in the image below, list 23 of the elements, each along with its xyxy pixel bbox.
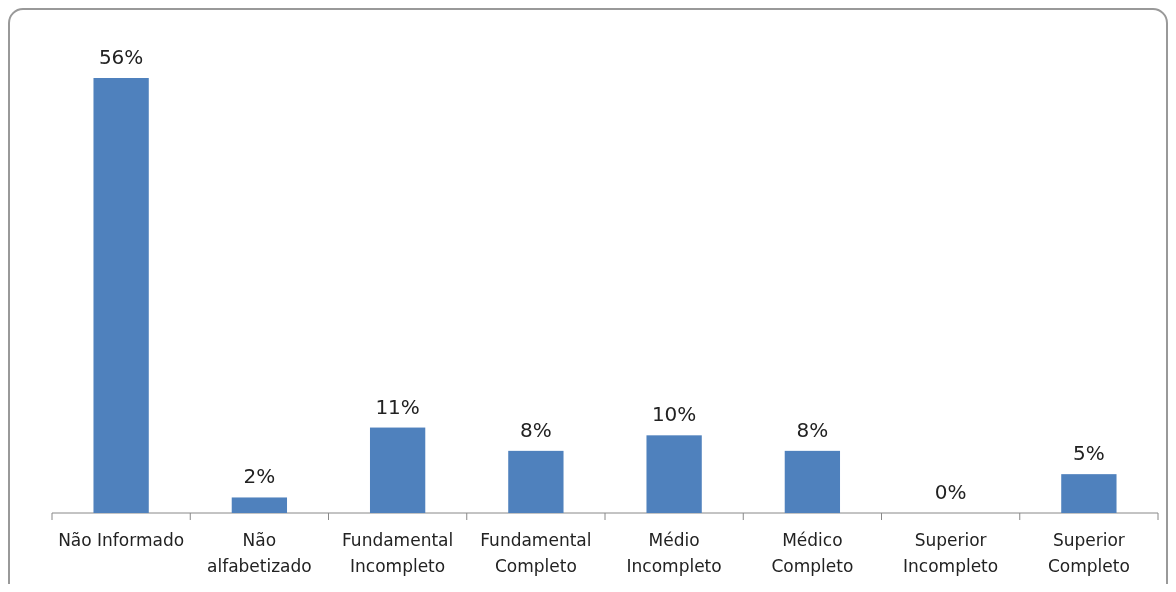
x-tick-label: Médico Completo bbox=[771, 530, 854, 576]
bar bbox=[646, 435, 702, 513]
data-label: 2% bbox=[243, 464, 276, 489]
bar bbox=[1061, 474, 1117, 513]
bar bbox=[93, 78, 149, 513]
x-tick-label: Superior Completo bbox=[1047, 530, 1130, 576]
data-label: 0% bbox=[934, 480, 967, 504]
data-label: 10% bbox=[651, 402, 697, 427]
data-label: 8% bbox=[796, 417, 829, 442]
x-tick-label: Fundamental Incompleto bbox=[342, 530, 454, 576]
data-label: 8% bbox=[520, 417, 552, 442]
x-tick-label: Médio Incompleto bbox=[626, 530, 722, 576]
data-label: 11% bbox=[375, 394, 420, 419]
x-tick-label: Superior Incompleto bbox=[903, 530, 999, 576]
x-tick-label: Não Informado bbox=[58, 530, 185, 550]
data-label: 5% bbox=[1073, 441, 1105, 466]
bar bbox=[784, 450, 841, 513]
bar bbox=[231, 497, 288, 513]
x-tick-label: Fundamental Completo bbox=[480, 530, 592, 576]
bar bbox=[508, 450, 564, 513]
data-label: 56% bbox=[98, 45, 144, 69]
bar bbox=[369, 427, 426, 513]
x-tick-label: Não alfabetizado bbox=[207, 530, 312, 576]
